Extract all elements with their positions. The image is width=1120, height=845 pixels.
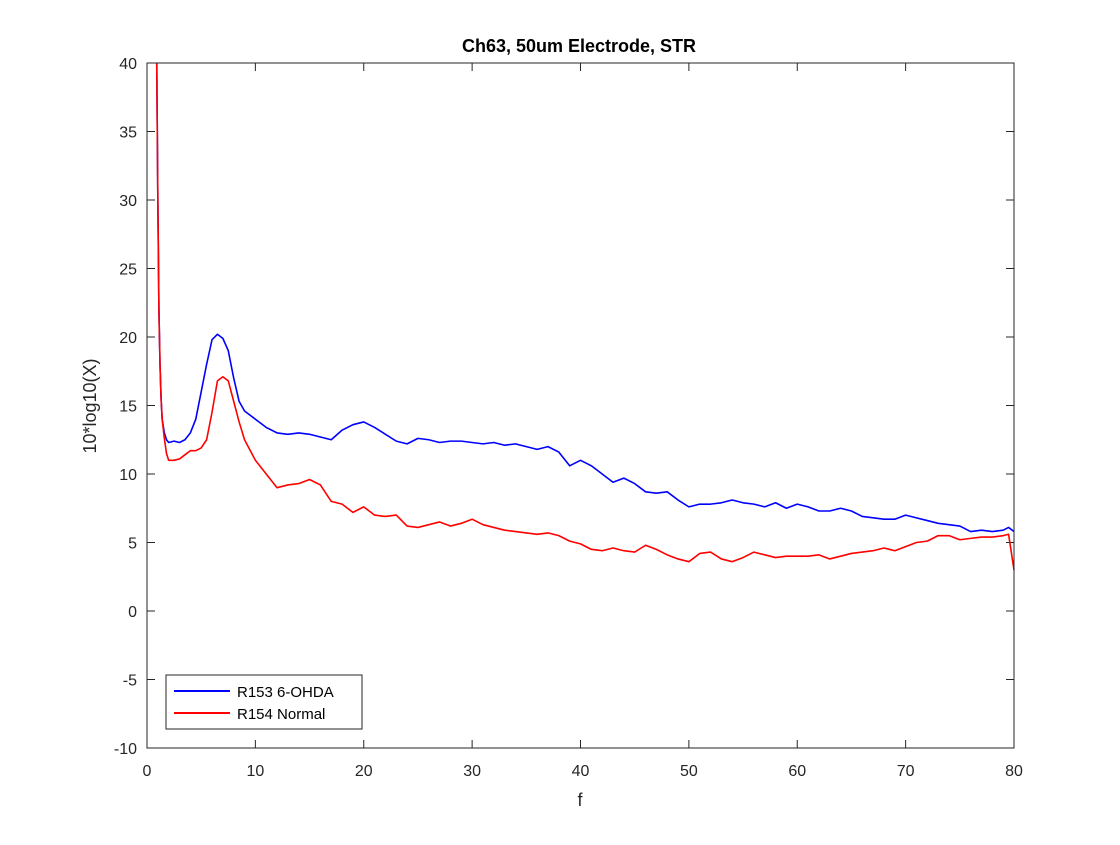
legend-label-r153: R153 6-OHDA xyxy=(237,684,334,701)
x-tick-label: 20 xyxy=(355,763,373,780)
y-tick-label: 40 xyxy=(119,56,137,73)
y-tick-label: 5 xyxy=(128,536,137,553)
series-lines xyxy=(155,62,1015,571)
plot-frame xyxy=(146,62,1015,749)
y-tick-label: 25 xyxy=(119,262,137,279)
x-tick-label: 50 xyxy=(680,763,698,780)
y-tick-label: 0 xyxy=(128,604,137,621)
y-tick-label: -10 xyxy=(114,741,137,758)
x-tick-label: 0 xyxy=(143,763,152,780)
x-axis-label: f xyxy=(577,790,583,810)
series-line-r153 xyxy=(155,62,1015,533)
x-tick-label: 60 xyxy=(788,763,806,780)
x-tick-label: 30 xyxy=(463,763,481,780)
y-tick-label: 30 xyxy=(119,193,137,210)
series-line-r154 xyxy=(155,62,1015,571)
y-tick-label: 10 xyxy=(119,467,137,484)
y-tick-label: 15 xyxy=(119,399,137,416)
y-axis-ticks: -10 -5 0 5 10 15 20 25 30 35 40 xyxy=(114,56,1014,758)
x-tick-label: 80 xyxy=(1005,763,1023,780)
y-tick-label: 20 xyxy=(119,330,137,347)
chart-title: Ch63, 50um Electrode, STR xyxy=(462,36,696,56)
x-axis-ticks: 0 10 20 30 40 50 60 70 80 xyxy=(143,63,1023,780)
y-tick-label: 35 xyxy=(119,125,137,142)
legend: R153 6-OHDA R154 Normal xyxy=(165,674,363,730)
x-tick-label: 40 xyxy=(572,763,590,780)
y-axis-label: 10*log10(X) xyxy=(80,358,100,453)
y-tick-label: -5 xyxy=(123,673,137,690)
legend-box xyxy=(165,674,363,730)
x-tick-label: 10 xyxy=(246,763,264,780)
x-tick-label: 70 xyxy=(897,763,915,780)
legend-label-r154: R154 Normal xyxy=(237,706,325,723)
plot-area xyxy=(147,63,1014,748)
